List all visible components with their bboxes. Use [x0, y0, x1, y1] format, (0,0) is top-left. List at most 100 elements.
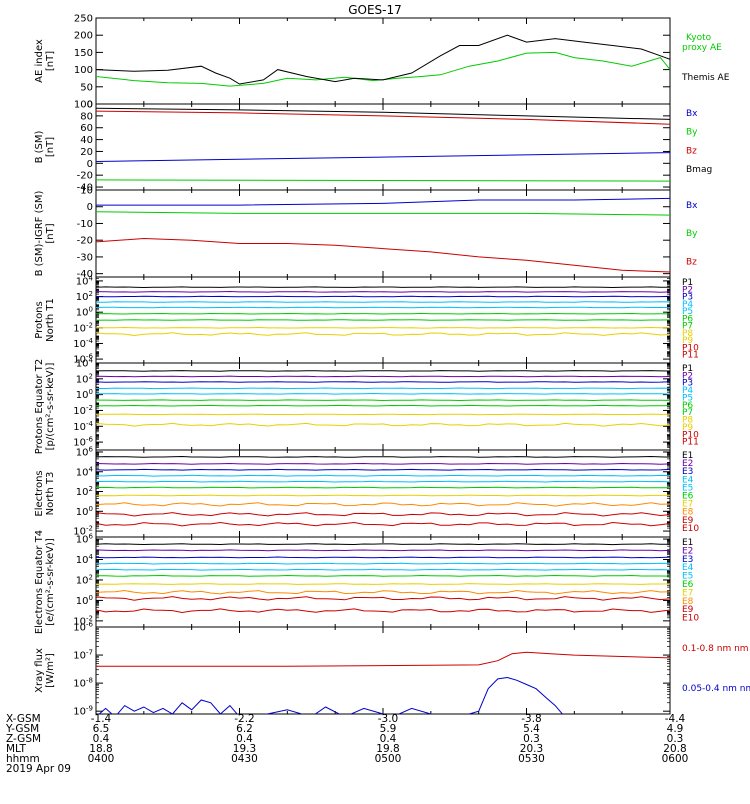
y-axis-label-line-1: B (SM)-IGRF (SM)	[34, 191, 45, 277]
y-axis-label: Electrons Equator T4 [e/(cm²-s-sr-keV)]	[34, 530, 56, 634]
legend-p6: P6	[682, 401, 693, 411]
y-axis-label: Protons North T1	[34, 298, 56, 342]
series-line-bz	[96, 237, 670, 273]
legend-e2: E2	[682, 459, 693, 469]
ephemeris-value: 18.8	[89, 743, 112, 755]
ephemeris-value: 5.4	[523, 723, 540, 735]
series-line-e8	[96, 589, 670, 595]
series-group	[96, 455, 670, 527]
series-line-bmag	[96, 107, 670, 120]
legend-e6: E6	[682, 492, 694, 502]
legend-xray-long: 0.1-0.8 nm nm	[682, 644, 749, 654]
y-tick-label: 50	[80, 82, 93, 93]
series-line-e4	[96, 562, 670, 565]
legend-e10: E10	[682, 524, 699, 534]
legend-by: By	[686, 128, 698, 138]
y-axis-label-line-2: North T3	[45, 472, 56, 516]
y-axis-label-line-2: [nT]	[45, 223, 56, 243]
ephemeris-value: 0600	[662, 753, 689, 765]
ephemeris-value: -1.4	[91, 713, 112, 725]
series-line-e7	[96, 494, 670, 497]
y-tick-label: 200	[74, 31, 93, 42]
series-line-e1	[96, 455, 670, 458]
y-axis-label: Xray flux [W/m²]	[34, 648, 56, 693]
series-line-e3	[96, 468, 670, 471]
legend-e10: E10	[682, 614, 699, 624]
panel-frame	[95, 626, 671, 715]
ephemeris-value: 20.3	[520, 743, 543, 755]
y-axis-label-line-2: [e/(cm²-s-sr-keV)]	[45, 538, 56, 626]
y-tick-label: -20	[77, 236, 93, 247]
legend-kyoto: Kyoto	[686, 33, 712, 43]
series-line-p9	[96, 422, 670, 427]
legend-e9: E9	[682, 516, 694, 526]
y-tick-label: 104	[76, 553, 94, 566]
series-line-p6	[96, 312, 670, 315]
y-tick-label: 0	[87, 202, 93, 213]
series-line-p3	[96, 381, 670, 383]
legend-e3: E3	[682, 555, 693, 565]
ephemeris-value: 5.9	[380, 723, 397, 735]
legend-bx: Bx	[686, 109, 698, 119]
y-tick-label: 100	[74, 65, 93, 76]
plot-title: GOES-17	[348, 3, 402, 17]
legend-p11: P11	[682, 438, 699, 448]
legend-p6: P6	[682, 314, 693, 324]
y-axis-label: B (SM)-IGRF (SM) [nT]	[34, 191, 56, 277]
ephemeris-value: 0.4	[236, 733, 253, 745]
series-line-p5	[96, 392, 670, 395]
y-tick-label: 104	[76, 274, 94, 287]
panel-frame	[95, 449, 671, 538]
y-tick-label: 10-2	[73, 321, 93, 334]
ephemeris-value: 19.3	[233, 743, 256, 755]
legend-p2: P2	[682, 285, 693, 295]
y-tick-label: -40	[77, 183, 93, 194]
y-tick-label: 20	[80, 147, 93, 158]
legend-p7: P7	[682, 322, 693, 332]
ephemeris-label: MLT	[6, 743, 26, 755]
ephemeris-label: Y-GSM	[5, 723, 39, 735]
y-axis-label-line-1: B (SM)	[34, 130, 45, 163]
legend-e3: E3	[682, 467, 693, 477]
ephemeris-value: 0400	[88, 753, 115, 765]
y-tick-label: 100	[76, 306, 93, 319]
series-line-p3	[96, 295, 670, 298]
panel-3: 10 0 -10 -20 -30 -40 B (SM)-IGRF (SM) [nT] Bx By B…	[34, 186, 698, 281]
series-line-p1	[96, 286, 670, 289]
y-tick-label: -10	[77, 219, 93, 230]
legend-p3: P3	[682, 379, 693, 389]
y-tick-label: 104	[76, 357, 94, 370]
legend-p2: P2	[682, 371, 693, 381]
y-axis-label-line-2: North T1	[45, 298, 56, 342]
series-line-e8	[96, 502, 670, 507]
ephemeris-value: 20.8	[663, 743, 686, 755]
ephemeris-label: X-GSM	[6, 713, 41, 725]
legend-e4: E4	[682, 563, 694, 573]
legend-e1: E1	[682, 451, 693, 461]
series-line-e10	[96, 521, 670, 527]
y-axis-label-line-2: [p/(cm²-s-sr-keV)]	[45, 363, 56, 451]
series-line-e6	[96, 574, 670, 577]
ephemeris-label: hhmm	[6, 753, 40, 765]
series-group	[96, 543, 670, 614]
ephemeris-value: 19.8	[376, 743, 399, 755]
y-tick-label: 104	[76, 465, 94, 478]
y-axis-label-line-2: [W/m²]	[45, 653, 56, 688]
ephemeris-value: -3.8	[521, 713, 542, 725]
legend-p9: P9	[682, 336, 693, 346]
legend-p5: P5	[682, 393, 693, 403]
series-group	[96, 651, 670, 714]
ephemeris-value: -4.4	[665, 713, 686, 725]
series-line-e4	[96, 474, 670, 477]
y-tick-label: 40	[80, 135, 93, 146]
ephemeris-value: 0.3	[523, 733, 540, 745]
series-line-p2	[96, 375, 670, 378]
legend-e5: E5	[682, 483, 693, 493]
